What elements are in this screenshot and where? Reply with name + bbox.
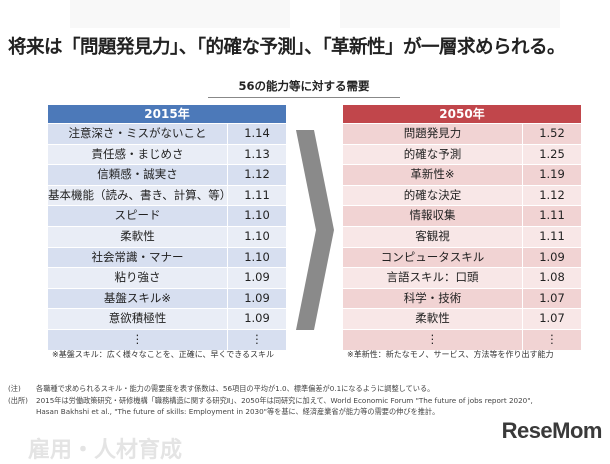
footnote-text: Hasan Bakhshi et al., "The future of ski…: [36, 407, 440, 416]
skill-name: 注意深さ・ミスがないこと: [68, 126, 207, 140]
skill-name: 粘り強さ: [114, 270, 161, 285]
footnote: (出所) 2015年は労働政策研究・研修機構「職務構造に関する研究Ⅱ」、2050年…: [8, 395, 533, 407]
table-row: 革新性※ 1.19: [343, 164, 581, 185]
arrow-right-icon: [296, 130, 334, 330]
faded-previous-table: [70, 0, 290, 28]
skill-value: 1.09: [522, 247, 581, 268]
skill-name: 的確な決定: [403, 187, 462, 202]
chart-subtitle: 56の能力等に対する需要: [208, 78, 400, 98]
table-row: 信頼感・誠実さ 1.12: [48, 164, 286, 185]
footnote: Hasan Bakhshi et al., "The future of ski…: [8, 406, 533, 418]
skill-value: 1.09: [227, 268, 286, 288]
table-2050: 2050年 問題発見力 1.52 的確な予測 1.25 革新性※ 1.19 的確な決定 1.1…: [343, 105, 581, 350]
skill-value: 1.11: [522, 226, 581, 247]
skill-value: 1.14: [227, 124, 286, 144]
resemom-logo: ReseMom: [501, 418, 603, 443]
skill-value: ⋮: [227, 329, 286, 350]
skill-name: 柔軟性: [120, 228, 155, 243]
table-row: 社会常識・マナー 1.10: [48, 246, 286, 268]
table-row: 意欲積極性 1.09: [48, 308, 286, 329]
table-row: スピード 1.10: [48, 205, 286, 226]
table-row: 客観視 1.11: [343, 225, 581, 247]
table-header: 2050年: [343, 105, 581, 123]
skill-value: 1.12: [522, 185, 581, 206]
skill-value: 1.13: [227, 144, 286, 165]
table-row: 言語スキル：口頭 1.08: [343, 267, 581, 288]
skill-name: 的確な予測: [403, 146, 462, 161]
table-2015: 2015年 注意深さ・ミスがないこと 1.14 責任感・まじめさ 1.13 信頼感・誠実…: [48, 105, 286, 350]
table-row: コンピュータスキル 1.09: [343, 246, 581, 268]
table-row: 基本機能（読み、書き、計算、等） 1.11: [48, 184, 286, 206]
table-header: 2015年: [48, 105, 286, 123]
table-row: 柔軟性 1.07: [343, 308, 581, 329]
skill-name: 言語スキル：口頭: [386, 270, 479, 285]
background-heading: 雇用・人材育成: [28, 438, 183, 463]
footnote-text: 2015年は労働政策研究・研修機構「職務構造に関する研究Ⅱ」、2050年は同研究…: [36, 395, 533, 405]
footnote: (注) 各職種で求められるスキル・能力の需要度を表す係数は、56項目の平均が1.0…: [8, 383, 533, 395]
skill-name: 基盤スキル※: [103, 290, 172, 305]
skill-value: 1.10: [227, 226, 286, 247]
skill-name: 情報収集: [409, 208, 456, 223]
skill-name: コンピュータスキル: [380, 249, 485, 264]
skill-value: 1.10: [227, 247, 286, 268]
table-row: 基盤スキル※ 1.09: [48, 287, 286, 309]
table-row: 粘り強さ 1.09: [48, 267, 286, 288]
skill-name: ⋮: [131, 331, 144, 346]
table-row: 的確な決定 1.12: [343, 184, 581, 206]
footnote-key: (出所): [8, 395, 28, 405]
skill-name: 客観視: [415, 228, 450, 243]
footnotes: (注) 各職種で求められるスキル・能力の需要度を表す係数は、56項目の平均が1.0…: [8, 383, 533, 418]
table-row: 的確な予測 1.25: [343, 143, 581, 165]
skill-name: 柔軟性: [415, 311, 450, 326]
table-row: 問題発見力 1.52: [343, 123, 581, 144]
table-row: 責任感・まじめさ 1.13: [48, 143, 286, 165]
skill-name: 信頼感・誠実さ: [97, 167, 178, 182]
footnote-text: 各職種で求められるスキル・能力の需要度を表す係数は、56項目の平均が1.0、標準…: [36, 384, 435, 393]
table-row: 情報収集 1.11: [343, 205, 581, 226]
table-row: 科学・技術 1.07: [343, 287, 581, 309]
skill-value: 1.12: [227, 165, 286, 185]
skill-name: 意欲積極性: [108, 311, 167, 326]
skill-value: 1.07: [522, 309, 581, 329]
skill-value: 1.09: [227, 309, 286, 329]
skill-value: ⋮: [522, 329, 581, 350]
faded-previous-table: [340, 0, 560, 28]
skill-value: 1.08: [522, 268, 581, 288]
skill-name: 基本機能（読み、書き、計算、等）: [48, 187, 232, 202]
skill-name: スピード: [114, 208, 161, 223]
skill-name: 問題発見力: [403, 126, 462, 140]
skill-name: 革新性※: [410, 167, 455, 182]
skill-value: 1.11: [227, 185, 286, 206]
table-row: ⋮ ⋮: [48, 328, 286, 350]
table-row: ⋮ ⋮: [343, 328, 581, 350]
page-title: 将来は「問題発見力」、「的確な予測」、「革新性」が一層求められる。: [8, 37, 566, 58]
skill-value: 1.25: [522, 144, 581, 165]
table-row: 柔軟性 1.10: [48, 225, 286, 247]
table-note: ※革新性：新たなモノ、サービス、方法等を作り出す能力: [347, 350, 554, 359]
skill-value: 1.10: [227, 206, 286, 226]
table-note: ※基盤スキル：広く様々なことを、正確に、早くできるスキル: [52, 350, 275, 359]
skill-value: 1.19: [522, 165, 581, 185]
table-row: 注意深さ・ミスがないこと 1.14: [48, 123, 286, 144]
footnote-key: (注): [8, 384, 21, 393]
skill-value: 1.52: [522, 124, 581, 144]
skill-name: 社会常識・マナー: [91, 249, 184, 264]
skill-name: 責任感・まじめさ: [91, 146, 184, 161]
skill-value: 1.09: [227, 288, 286, 309]
skill-value: 1.07: [522, 288, 581, 309]
skill-name: ⋮: [426, 331, 439, 346]
skill-name: 科学・技術: [403, 290, 462, 305]
skill-value: 1.11: [522, 206, 581, 226]
